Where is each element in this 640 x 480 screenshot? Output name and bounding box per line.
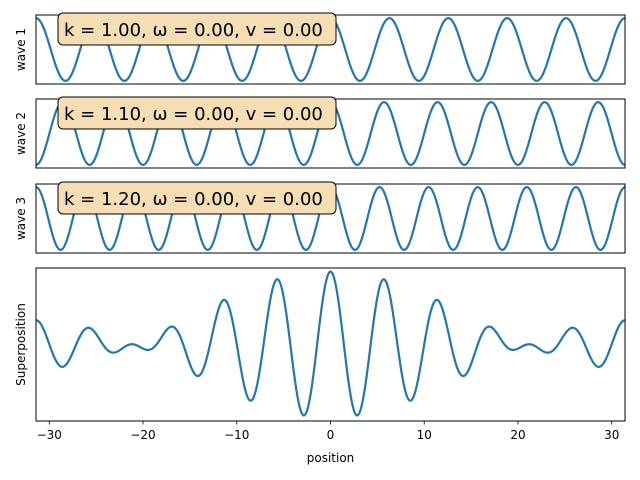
wave-3-ylabel: wave 3 bbox=[14, 197, 28, 240]
x-tick-label: −30 bbox=[37, 428, 62, 442]
wave-2-annotation-box bbox=[57, 96, 337, 130]
x-axis-label: position bbox=[307, 451, 355, 465]
superposition-ylabel: Superposition bbox=[14, 303, 28, 386]
x-axis-ticks: −30 −20 −10 0 10 20 30 bbox=[37, 421, 619, 442]
panel-superposition: Superposition −30 −20 −10 0 10 20 30 position bbox=[14, 267, 626, 465]
x-tick-label: 0 bbox=[327, 428, 335, 442]
x-tick-label: −10 bbox=[224, 428, 249, 442]
wave-1-annotation: k = 1.00, ω = 0.00, v = 0.00 bbox=[64, 20, 323, 41]
x-tick-label: 20 bbox=[510, 428, 525, 442]
wave-2-ylabel: wave 2 bbox=[14, 112, 28, 155]
superposition-line bbox=[35, 270, 626, 417]
panel-wave-1: wave 1 k = 1.00, ω = 0.00, v = 0.00 bbox=[14, 12, 626, 85]
wave-1-ylabel: wave 1 bbox=[14, 28, 28, 71]
x-tick-label: 10 bbox=[417, 428, 432, 442]
superposition-axes-frame bbox=[35, 267, 626, 422]
wave-1-annotation-box bbox=[57, 12, 337, 46]
panel-wave-2: wave 2 k = 1.10, ω = 0.00, v = 0.00 bbox=[14, 96, 626, 169]
panel-wave-3: wave 3 k = 1.20, ω = 0.00, v = 0.00 bbox=[14, 181, 626, 254]
wave-3-annotation-box bbox=[57, 181, 337, 215]
x-tick-label: 30 bbox=[604, 428, 619, 442]
x-tick-label: −20 bbox=[130, 428, 155, 442]
wave-2-annotation: k = 1.10, ω = 0.00, v = 0.00 bbox=[64, 104, 323, 125]
wave-3-annotation: k = 1.20, ω = 0.00, v = 0.00 bbox=[64, 189, 323, 210]
